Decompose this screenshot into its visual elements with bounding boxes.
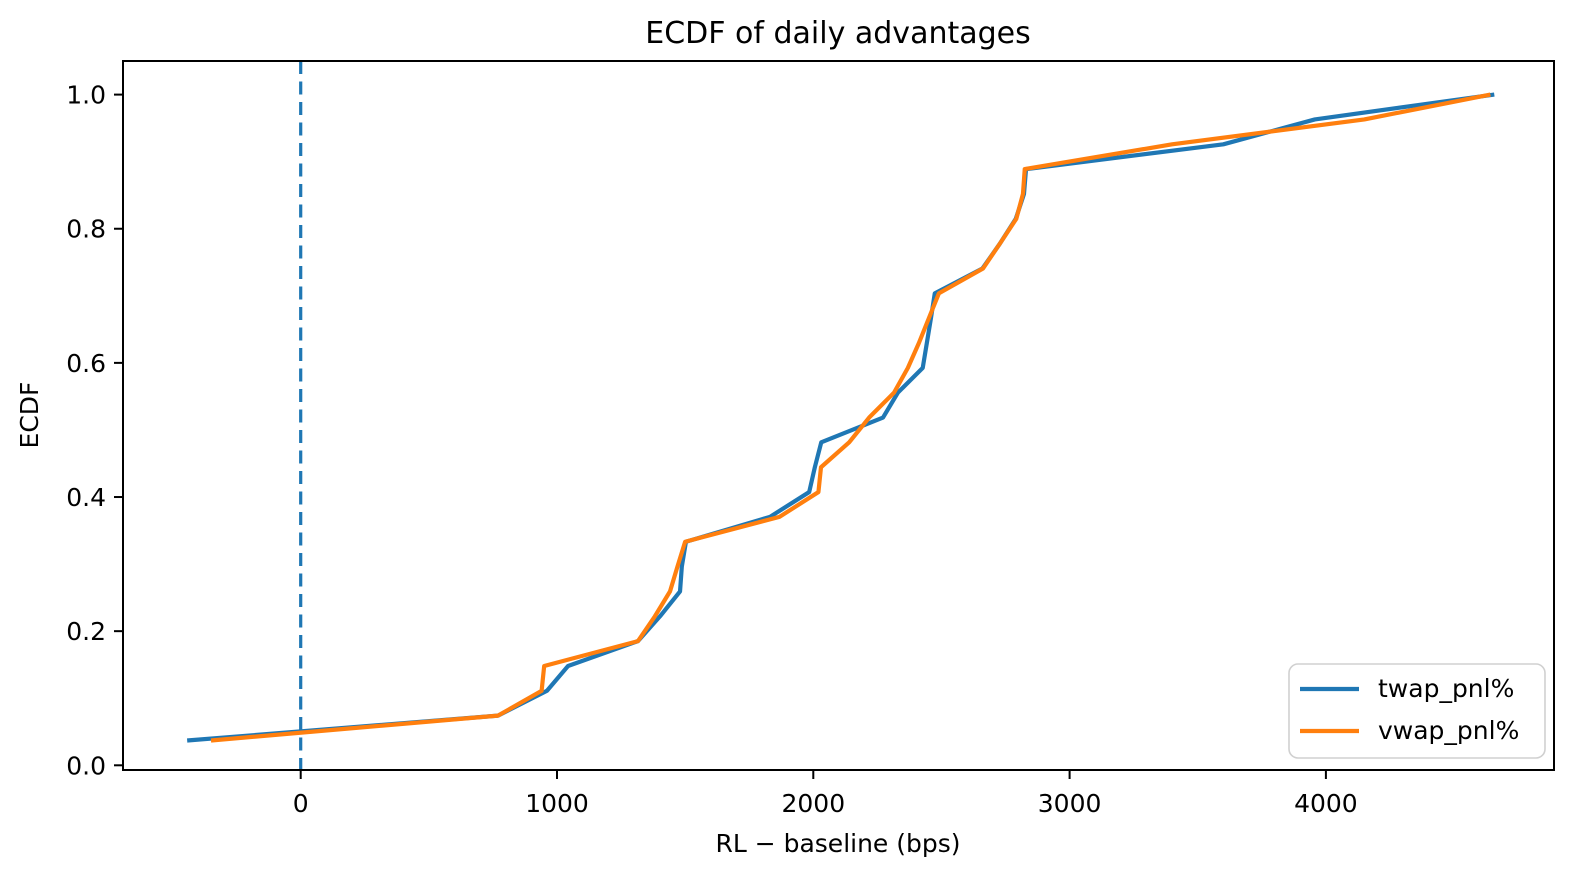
ecdf-line-twappnl bbox=[186, 92, 1495, 743]
y-tick-label: 0.6 bbox=[66, 349, 106, 378]
legend: twap_pnl% vwap_pnl% bbox=[1288, 663, 1546, 759]
y-tick-label: 0.8 bbox=[66, 215, 106, 244]
y-axis-label: ECDF bbox=[15, 382, 44, 449]
y-tick-label: 1.0 bbox=[66, 81, 106, 110]
y-tick-label: 0.4 bbox=[66, 483, 106, 512]
x-axis-label: RL − baseline (bps) bbox=[715, 829, 960, 858]
x-tick-label: 0 bbox=[293, 789, 309, 818]
x-tick-label: 1000 bbox=[525, 789, 589, 818]
legend-label-vwap: vwap_pnl% bbox=[1378, 716, 1519, 745]
x-tick-label: 4000 bbox=[1294, 789, 1358, 818]
x-tick-label: 3000 bbox=[1038, 789, 1102, 818]
y-tick-label: 0.2 bbox=[66, 617, 106, 646]
chart-title: ECDF of daily advantages bbox=[645, 16, 1031, 51]
axes-frame bbox=[122, 60, 1555, 771]
legend-label-twap: twap_pnl% bbox=[1378, 674, 1514, 703]
ecdf-line-vwappnl bbox=[210, 92, 1491, 743]
plot-area: 0 1000 2000 3000 4000 0.0 0.2 0.4 0.6 0.8 1.0 bbox=[66, 60, 1555, 818]
x-tick-label: 2000 bbox=[781, 789, 845, 818]
y-tick-label: 0.0 bbox=[66, 751, 106, 780]
